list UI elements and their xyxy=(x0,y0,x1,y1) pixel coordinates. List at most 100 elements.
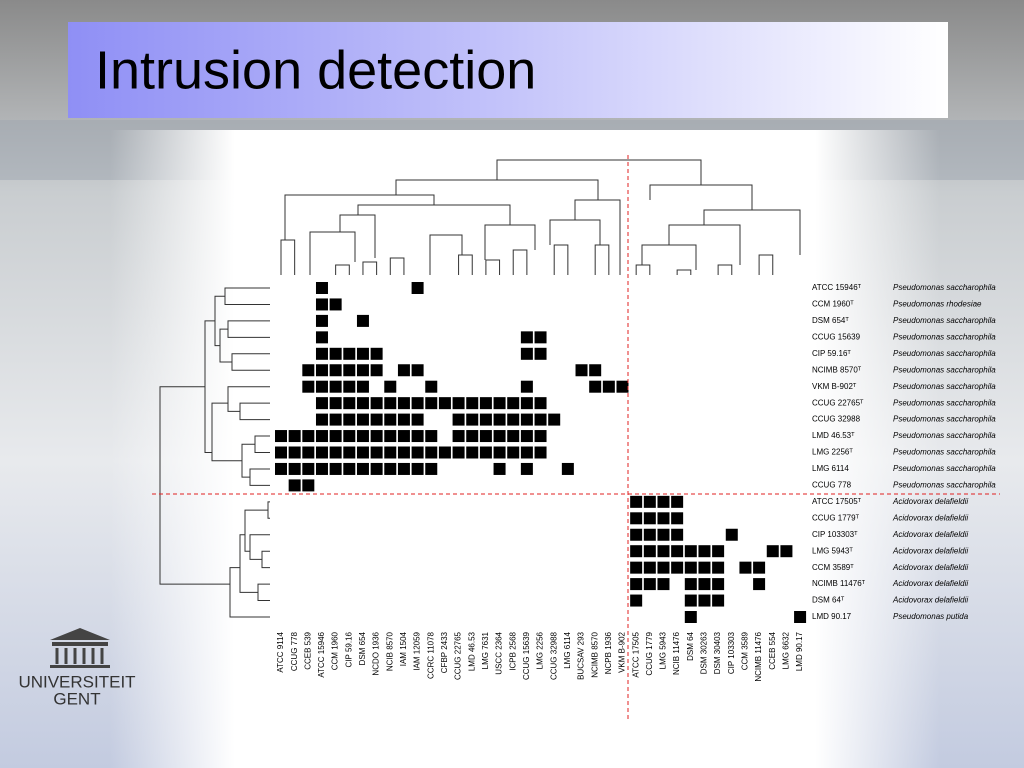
cell xyxy=(411,462,424,475)
cell xyxy=(602,380,615,393)
cell xyxy=(397,413,410,426)
cell xyxy=(684,545,697,558)
cell xyxy=(630,545,643,558)
cell xyxy=(397,430,410,443)
cell xyxy=(411,282,424,294)
cell xyxy=(507,413,520,426)
cell xyxy=(425,430,438,443)
cell xyxy=(479,446,492,459)
cell xyxy=(657,512,670,525)
cell xyxy=(329,446,342,459)
cell xyxy=(411,446,424,459)
cell xyxy=(671,495,684,508)
dendrogram-branch xyxy=(553,244,569,275)
cell xyxy=(507,430,520,443)
cell xyxy=(520,380,533,393)
cell xyxy=(315,314,328,327)
cell xyxy=(466,430,479,443)
cell xyxy=(288,479,301,492)
row-species: Acidovorax delafieldii xyxy=(892,513,968,522)
cell xyxy=(302,380,315,393)
column-label: LMG 5943 xyxy=(659,631,668,669)
cell xyxy=(425,462,438,475)
row-species: Pseudomonas saccharophila xyxy=(893,332,996,341)
row-label: CIP 103303ᵀ xyxy=(812,530,858,539)
cell xyxy=(356,364,369,377)
cell xyxy=(315,462,328,475)
cell xyxy=(643,578,656,591)
row-species: Pseudomonas saccharophila xyxy=(893,349,996,358)
row-label: VKM B-902ᵀ xyxy=(812,382,857,391)
cell xyxy=(493,462,506,475)
cell xyxy=(370,397,383,410)
dendrogram-branch xyxy=(496,159,702,185)
cell xyxy=(698,545,711,558)
dendrogram-branch xyxy=(594,244,610,275)
cell xyxy=(493,430,506,443)
column-label: LMG 6632 xyxy=(782,631,791,669)
cell xyxy=(329,413,342,426)
cell xyxy=(534,397,547,410)
column-label: CCRC 11078 xyxy=(426,631,435,679)
dendrogram-branch xyxy=(249,534,270,560)
cell xyxy=(466,413,479,426)
column-label: CFBP 2433 xyxy=(440,631,449,673)
row-label: LMG 5943ᵀ xyxy=(812,546,853,555)
cell xyxy=(671,528,684,541)
dendrogram-branch xyxy=(676,269,692,275)
dendrogram-branch xyxy=(309,231,356,275)
cell xyxy=(698,578,711,591)
cell xyxy=(520,331,533,344)
column-label: CCM 1960 xyxy=(331,631,340,670)
cell xyxy=(356,430,369,443)
cell xyxy=(766,545,779,558)
cell xyxy=(356,347,369,360)
cell xyxy=(534,413,547,426)
cell xyxy=(671,545,684,558)
cell xyxy=(343,462,356,475)
logo xyxy=(50,628,110,668)
cell xyxy=(657,545,670,558)
cell xyxy=(384,380,397,393)
cell xyxy=(370,446,383,459)
cell xyxy=(753,561,766,574)
column-label: ATCC 9114 xyxy=(276,631,285,672)
cell xyxy=(643,495,656,508)
column-label: DSM 654 xyxy=(358,631,367,665)
row-species: Pseudomonas saccharophila xyxy=(893,415,996,424)
row-label: CCM 3589ᵀ xyxy=(812,563,854,572)
cell xyxy=(712,561,725,574)
cell xyxy=(753,578,766,591)
cell xyxy=(520,397,533,410)
cell xyxy=(493,413,506,426)
column-label: ICPB 2568 xyxy=(508,631,517,670)
cell xyxy=(725,528,738,541)
row-label: CCM 1960ᵀ xyxy=(812,300,854,309)
dendrogram-branch xyxy=(239,534,258,593)
cell xyxy=(329,364,342,377)
cell xyxy=(534,347,547,360)
cell xyxy=(575,364,588,377)
column-label: CCEB 539 xyxy=(303,631,312,669)
cell xyxy=(411,413,424,426)
row-label: CIP 59.16ᵀ xyxy=(812,349,851,358)
cell xyxy=(452,397,465,410)
cell xyxy=(384,413,397,426)
cell xyxy=(657,495,670,508)
cell xyxy=(466,446,479,459)
column-label: USCC 2364 xyxy=(495,631,504,674)
row-species: Pseudomonas putida xyxy=(893,612,969,621)
column-label: CIP 103303 xyxy=(727,631,736,674)
cell xyxy=(657,561,670,574)
cell xyxy=(493,397,506,410)
cell xyxy=(411,397,424,410)
cell xyxy=(315,298,328,311)
cell xyxy=(343,446,356,459)
column-label: NCIB 8570 xyxy=(385,631,394,671)
cell xyxy=(684,578,697,591)
row-species: Pseudomonas saccharophila xyxy=(893,283,996,292)
cell xyxy=(507,446,520,459)
column-label: DSM 30403 xyxy=(713,631,722,674)
